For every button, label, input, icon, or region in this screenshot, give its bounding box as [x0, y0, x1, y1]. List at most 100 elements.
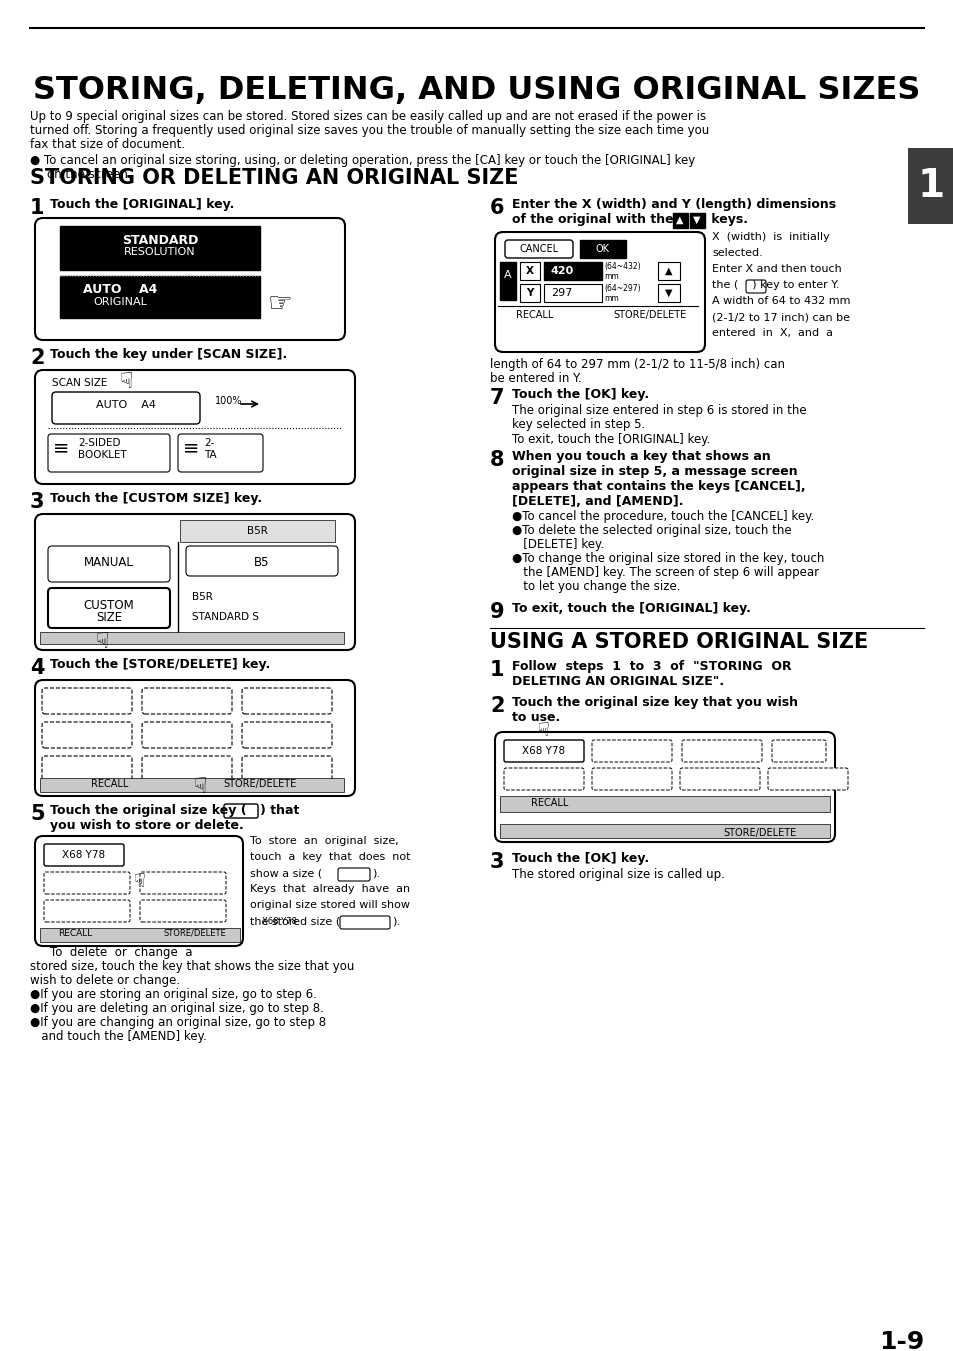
Text: Keys  that  already  have  an: Keys that already have an: [250, 884, 410, 894]
FancyBboxPatch shape: [242, 757, 332, 782]
Text: RECALL: RECALL: [58, 929, 92, 938]
Text: ●To cancel the procedure, touch the [CANCEL] key.: ●To cancel the procedure, touch the [CAN…: [512, 509, 814, 523]
FancyBboxPatch shape: [495, 732, 834, 842]
Text: AUTO    A4: AUTO A4: [96, 400, 156, 409]
Text: turned off. Storing a frequently used original size saves you the trouble of man: turned off. Storing a frequently used or…: [30, 124, 708, 136]
FancyBboxPatch shape: [337, 867, 370, 881]
Text: X68 Y78: X68 Y78: [522, 746, 565, 757]
Text: Touch the original size key that you wish: Touch the original size key that you wis…: [512, 696, 797, 709]
Text: CUSTOM: CUSTOM: [84, 598, 134, 612]
Text: ● To cancel an original size storing, using, or deleting operation, press the [C: ● To cancel an original size storing, us…: [30, 154, 695, 168]
Text: STANDARD S: STANDARD S: [192, 612, 258, 621]
FancyBboxPatch shape: [35, 370, 355, 484]
Text: B5: B5: [254, 557, 270, 569]
Text: touch  a  key  that  does  not: touch a key that does not: [250, 852, 410, 862]
Text: ▲: ▲: [664, 266, 672, 276]
Text: ☟: ☟: [119, 372, 132, 392]
Text: Y: Y: [526, 288, 533, 299]
FancyBboxPatch shape: [42, 688, 132, 713]
Text: BOOKLET: BOOKLET: [78, 450, 127, 459]
FancyBboxPatch shape: [339, 916, 390, 929]
Bar: [658, 284, 679, 303]
Text: ●If you are storing an original size, go to step 6.: ●If you are storing an original size, go…: [30, 988, 316, 1001]
Text: (64~297): (64~297): [603, 284, 640, 293]
Bar: [180, 520, 335, 542]
Text: fax that size of document.: fax that size of document.: [30, 138, 185, 151]
Text: Touch the [OK] key.: Touch the [OK] key.: [512, 388, 648, 401]
Text: the (    ) key to enter Y.: the ( ) key to enter Y.: [711, 280, 839, 290]
Bar: [543, 284, 601, 303]
Text: STORING, DELETING, AND USING ORIGINAL SIZES: STORING, DELETING, AND USING ORIGINAL SI…: [33, 76, 920, 105]
Text: When you touch a key that shows an: When you touch a key that shows an: [512, 450, 770, 463]
FancyBboxPatch shape: [140, 871, 226, 894]
Text: selected.: selected.: [711, 249, 762, 258]
FancyBboxPatch shape: [592, 767, 671, 790]
Text: mm: mm: [603, 272, 618, 281]
Text: The stored original size is called up.: The stored original size is called up.: [512, 867, 724, 881]
Text: on the screen.: on the screen.: [47, 168, 132, 181]
Text: ≡: ≡: [53, 438, 70, 457]
Text: TA: TA: [204, 450, 216, 459]
FancyBboxPatch shape: [681, 740, 761, 762]
FancyBboxPatch shape: [503, 740, 583, 762]
Text: STORE/DELETE: STORE/DELETE: [613, 309, 686, 320]
Text: CANCEL: CANCEL: [518, 245, 558, 254]
Text: STORING OR DELETING AN ORIGINAL SIZE: STORING OR DELETING AN ORIGINAL SIZE: [30, 168, 518, 188]
Text: Follow  steps  1  to  3  of  "STORING  OR: Follow steps 1 to 3 of "STORING OR: [512, 661, 791, 673]
FancyBboxPatch shape: [42, 721, 132, 748]
Text: key selected in step 5.: key selected in step 5.: [512, 417, 644, 431]
Text: 2: 2: [30, 349, 45, 367]
Text: A: A: [503, 270, 511, 280]
Text: 1-9: 1-9: [878, 1329, 923, 1351]
Text: Up to 9 special original sizes can be stored. Stored sizes can be easily called : Up to 9 special original sizes can be st…: [30, 109, 705, 123]
Text: STANDARD: STANDARD: [122, 234, 198, 247]
Text: 1: 1: [917, 168, 943, 205]
Bar: [499, 796, 829, 812]
Text: ☟: ☟: [134, 871, 146, 892]
Bar: [519, 262, 539, 280]
Text: show a size (: show a size (: [250, 867, 322, 878]
FancyBboxPatch shape: [35, 513, 355, 650]
Text: 7: 7: [490, 388, 504, 408]
FancyBboxPatch shape: [44, 871, 130, 894]
Text: 2-SIDED: 2-SIDED: [78, 438, 120, 449]
Text: the [AMEND] key. The screen of step 6 will appear: the [AMEND] key. The screen of step 6 wi…: [512, 566, 819, 580]
Text: SCAN SIZE: SCAN SIZE: [52, 378, 108, 388]
Text: Enter X and then touch: Enter X and then touch: [711, 263, 841, 274]
Text: ▼: ▼: [664, 288, 672, 299]
Text: entered  in  X,  and  a: entered in X, and a: [711, 328, 832, 338]
Bar: [519, 284, 539, 303]
Text: ☟: ☟: [95, 632, 109, 653]
Text: original size stored will show: original size stored will show: [250, 900, 410, 911]
Text: 100%: 100%: [214, 396, 242, 407]
Text: Touch the [STORE/DELETE] key.: Touch the [STORE/DELETE] key.: [50, 658, 270, 671]
Text: appears that contains the keys [CANCEL],: appears that contains the keys [CANCEL],: [512, 480, 804, 493]
FancyBboxPatch shape: [142, 721, 232, 748]
Text: Touch the key under [SCAN SIZE].: Touch the key under [SCAN SIZE].: [50, 349, 287, 361]
Text: Touch the [ORIGINAL] key.: Touch the [ORIGINAL] key.: [50, 199, 234, 211]
Text: 1: 1: [30, 199, 45, 218]
Bar: [60, 226, 260, 270]
FancyBboxPatch shape: [679, 767, 760, 790]
Text: ●To change the original size stored in the key, touch: ●To change the original size stored in t…: [512, 553, 823, 565]
FancyBboxPatch shape: [178, 434, 263, 471]
Text: stored size, touch the key that shows the size that you: stored size, touch the key that shows th…: [30, 961, 354, 973]
Text: Touch the original size key (: Touch the original size key (: [50, 804, 247, 817]
Text: ).: ).: [392, 916, 399, 925]
FancyBboxPatch shape: [242, 721, 332, 748]
Text: ☟: ☟: [537, 721, 549, 740]
FancyBboxPatch shape: [186, 546, 337, 576]
Text: USING A STORED ORIGINAL SIZE: USING A STORED ORIGINAL SIZE: [490, 632, 867, 653]
Text: STORE/DELETE: STORE/DELETE: [223, 780, 296, 789]
Text: MANUAL: MANUAL: [84, 557, 133, 569]
Text: STORE/DELETE: STORE/DELETE: [722, 828, 796, 838]
FancyBboxPatch shape: [504, 240, 573, 258]
FancyBboxPatch shape: [42, 757, 132, 782]
FancyBboxPatch shape: [35, 836, 243, 946]
Bar: [579, 240, 625, 258]
Text: ORIGINAL: ORIGINAL: [93, 297, 147, 307]
Text: 6: 6: [490, 199, 504, 218]
Bar: [499, 262, 516, 300]
FancyBboxPatch shape: [140, 900, 226, 921]
FancyBboxPatch shape: [592, 740, 671, 762]
